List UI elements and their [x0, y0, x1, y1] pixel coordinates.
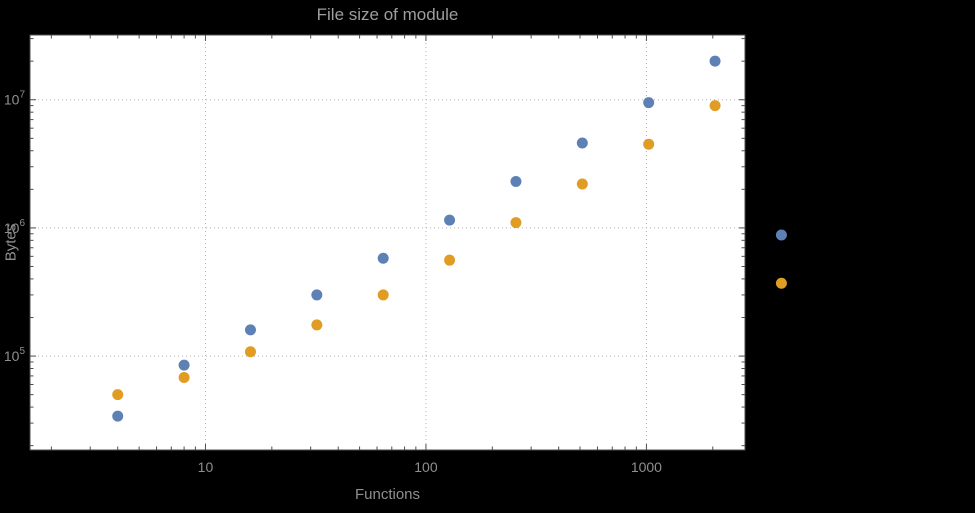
data-point-series-2-orange: [643, 138, 655, 150]
data-point-series-1-blue: [709, 55, 721, 67]
data-point-series-1-blue: [444, 214, 456, 226]
x-axis-label: Functions: [354, 486, 421, 503]
y-axis-label-text: Bytes: [2, 223, 20, 262]
data-point-series-1-blue: [377, 252, 389, 264]
data-point-series-2-orange: [775, 277, 787, 289]
plot-frame: [29, 34, 746, 451]
x-tick-label: 10: [198, 459, 214, 475]
data-point-series-2-orange: [112, 389, 124, 401]
data-point-series-2-orange: [709, 100, 721, 112]
data-point-series-2-orange: [444, 254, 456, 266]
data-point-series-2-orange: [576, 178, 588, 190]
data-point-series-1-blue: [244, 324, 256, 336]
data-point-series-1-blue: [510, 176, 522, 188]
data-point-series-1-blue: [775, 229, 787, 241]
data-point-series-1-blue: [311, 289, 323, 301]
plot-area: [30, 35, 745, 450]
x-tick-label: 1000: [631, 459, 662, 475]
data-point-series-1-blue: [178, 359, 190, 371]
y-axis-label: Bytes: [0, 35, 22, 450]
y-tick-label: 106: [4, 218, 26, 236]
data-point-series-2-orange: [178, 372, 190, 384]
y-tick-label: 107: [4, 90, 26, 108]
chart-title: File size of module: [316, 5, 459, 24]
data-point-series-1-blue: [643, 97, 655, 109]
data-point-series-2-orange: [510, 217, 522, 229]
data-point-series-1-blue: [576, 137, 588, 149]
data-point-series-2-orange: [377, 289, 389, 301]
data-point-series-2-orange: [311, 319, 323, 331]
data-point-series-2-orange: [244, 346, 256, 358]
y-tick-label: 105: [4, 346, 26, 364]
data-point-series-1-blue: [112, 410, 124, 422]
x-tick-label: 100: [414, 459, 438, 475]
